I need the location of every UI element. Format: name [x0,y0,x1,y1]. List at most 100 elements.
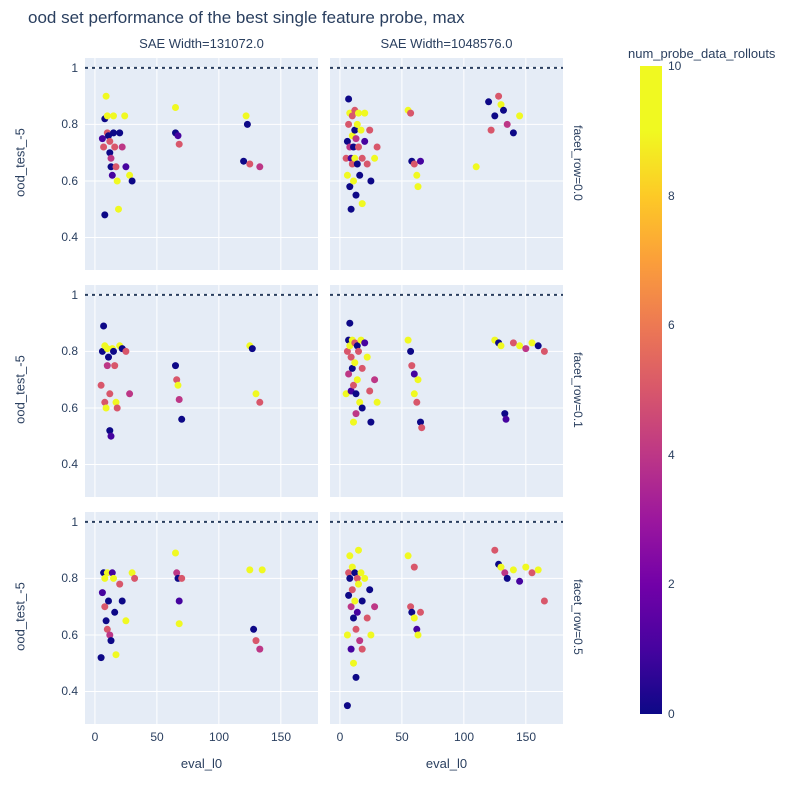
scatter-point [350,177,357,185]
scatter-point [173,376,181,384]
scatter-point [358,364,366,372]
scatter-point [112,651,120,659]
scatter-point [491,112,499,120]
scatter-point [348,364,356,372]
scatter-point [363,614,371,622]
scatter-point [363,353,371,361]
scatter-point [352,625,360,633]
scatter-point [361,574,369,582]
y-tick-label: 0.6 [61,174,78,188]
x-tick-label: 150 [270,730,292,744]
scatter-point [407,603,415,611]
scatter-point [509,129,517,137]
scatter-point [106,427,114,435]
y-tick-label: 1 [71,288,78,302]
scatter-point [371,154,379,162]
scatter-point [509,339,517,347]
scatter-point [102,92,110,100]
scatter-point [371,603,379,611]
scatter-point [111,143,119,151]
scatter-point [105,353,112,361]
scatter-point [410,160,418,168]
scatter-point [256,163,264,171]
scatter-point [111,362,119,370]
scatter-point [358,200,366,208]
y-tick-label: 0.8 [61,117,78,131]
scatter-point [355,580,362,588]
subplot-r2-c0 [85,512,318,724]
scatter-point [112,398,120,406]
colorbar-gradient [640,66,662,714]
scatter-point [350,614,357,622]
scatter-point [172,104,179,111]
x-tick-label: 0 [336,730,344,744]
y-tick-label: 0.6 [61,401,78,415]
scatter-point [100,322,108,330]
scatter-point [353,376,361,384]
plot-background [85,58,318,270]
scatter-point [351,126,359,134]
scatter-point [417,418,424,426]
scatter-point [509,566,517,574]
scatter-point [497,563,505,571]
scatter-point [357,569,365,577]
scatter-point [410,563,418,571]
scatter-point [404,336,412,344]
x-axis-title: eval_l0 [425,756,468,771]
scatter-point [343,631,351,639]
facet-col-header: SAE Width=131072.0 [139,36,264,51]
scatter-point [357,126,365,134]
plot-background [85,285,318,497]
scatter-point [122,617,130,625]
scatter-point [173,569,181,577]
scatter-point [110,112,117,120]
scatter-point [118,597,126,605]
scatter-point [497,101,505,109]
y-tick-label: 1 [71,61,78,75]
scatter-point [358,154,366,162]
scatter-point [348,563,356,571]
scatter-point [346,183,354,191]
facet-row-label: facet_row=0.1 [571,352,585,428]
scatter-point [522,563,530,571]
scatter-point [367,631,375,639]
scatter-point [343,171,351,179]
scatter-point [356,171,364,179]
scatter-point [491,546,499,554]
scatter-point [107,637,115,645]
scatter-point [256,645,264,653]
scatter-point [172,362,179,370]
scatter-point [540,347,548,355]
scatter-point [345,370,353,378]
scatter-point [516,342,524,350]
scatter-point [346,552,354,560]
scatter-point [417,608,424,616]
scatter-point [345,120,353,128]
scatter-point [358,597,366,605]
scatter-point [246,160,254,168]
scatter-point [346,319,354,327]
scatter-point [113,177,121,185]
scatter-point [358,645,366,653]
scatter-point [110,347,117,355]
scatter-point [178,574,186,582]
scatter-point [111,608,119,616]
scatter-point [101,603,109,611]
scatter-point [98,589,106,597]
scatter-point [107,163,115,171]
scatter-point [175,396,183,403]
scatter-point [414,376,422,384]
x-tick-label: 150 [515,730,537,744]
scatter-point [103,345,111,353]
scatter-point [352,135,360,143]
scatter-point [246,566,254,574]
scatter-point [347,645,355,653]
scatter-point [351,597,359,605]
x-tick-label: 0 [91,730,99,744]
scatter-point [410,390,418,398]
scatter-point [106,390,114,398]
scatter-point [367,418,375,426]
scatter-point [242,112,250,120]
scatter-point [472,163,480,171]
scatter-point [353,574,361,582]
